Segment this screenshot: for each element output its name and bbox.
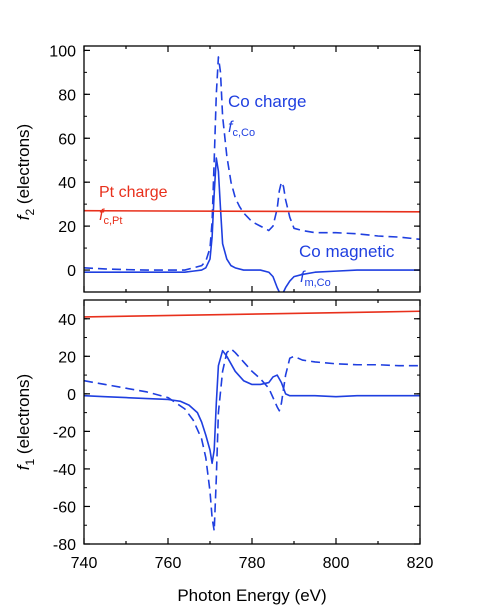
annotation-co-charge-sub: c,Co: [232, 127, 255, 139]
annotation-co-magnetic-f: f: [300, 269, 306, 286]
x-ticks-top: [83, 46, 421, 292]
annotation-co-magnetic-sub: m,Co: [304, 277, 330, 289]
series-line-bottom-co-solid: [84, 349, 420, 465]
plot-frame-bottom: [83, 299, 421, 545]
annotation-co-magnetic: Co magnetic: [299, 242, 395, 261]
y-tick-label: -60: [53, 499, 76, 516]
annotation-co-charge: Co charge: [228, 92, 306, 111]
y-tick-label: -20: [53, 424, 76, 441]
y-tick-label: 60: [58, 131, 76, 148]
y-tick-label: 20: [58, 349, 76, 366]
x-tick-label: 760: [155, 555, 182, 572]
x-tick-label: 740: [71, 555, 98, 572]
y-label-bottom: f1 (electrons): [14, 374, 37, 470]
annotation-pt-charge: Pt charge: [99, 184, 168, 201]
y-label-top-subscript: 2: [23, 209, 37, 216]
y-label-top-symbol: f: [14, 213, 33, 220]
annotation-co-magnetic-symbol: fm,Co: [300, 269, 331, 289]
annotation-co-charge-symbol: fc,Co: [228, 119, 255, 139]
x-ticks-bottom: 740 760 780 800 820: [71, 300, 434, 572]
y-tick-label: 80: [58, 87, 76, 104]
y-tick-label: 40: [58, 175, 76, 192]
series-line-top-pt-solid: [84, 209, 420, 213]
y-label-bottom-subscript: 1: [23, 459, 37, 466]
series-line-top-co-solid: [84, 157, 420, 292]
y-tick-label: 0: [67, 387, 76, 404]
y-label-bottom-unit: (electrons): [14, 374, 33, 454]
y-tick-label: -40: [53, 462, 76, 479]
series-line-bottom-pt-solid: [84, 310, 420, 318]
y-ticks-bottom: -80 -60 -40 -20 0 20 40: [53, 299, 420, 554]
y-label-bottom-symbol: f: [14, 463, 33, 470]
y-tick-label: 100: [49, 43, 76, 60]
y-label-top: f2 (electrons): [14, 124, 37, 220]
series-line-top-co-dashed: [84, 56, 420, 271]
annotation-co-charge-f: f: [228, 119, 234, 136]
annotation-pt-charge-f: f: [99, 207, 105, 224]
y-ticks-top: 0 20 40 60 80 100: [49, 43, 420, 293]
y-tick-label: 40: [58, 312, 76, 329]
y-label-top-unit: (electrons): [14, 124, 33, 204]
y-tick-label: 20: [58, 219, 76, 236]
x-tick-label: 820: [407, 555, 434, 572]
x-tick-label: 800: [323, 555, 350, 572]
series-line-bottom-co-dashed: [84, 348, 420, 532]
series-layer-bottom: [84, 310, 420, 532]
x-tick-label: 780: [239, 555, 266, 572]
panel-f1: -80 -60 -40 -20 0 20 40 740 760 780 800 820 f1 (el…: [14, 299, 434, 605]
series-layer-top: [84, 56, 420, 292]
y-tick-label: 0: [67, 263, 76, 280]
annotation-pt-charge-sub: c,Pt: [103, 215, 122, 227]
annotation-pt-charge-symbol: fc,Pt: [99, 207, 122, 227]
x-axis-label: Photon Energy (eV): [177, 586, 326, 605]
y-tick-label: -80: [53, 537, 76, 554]
